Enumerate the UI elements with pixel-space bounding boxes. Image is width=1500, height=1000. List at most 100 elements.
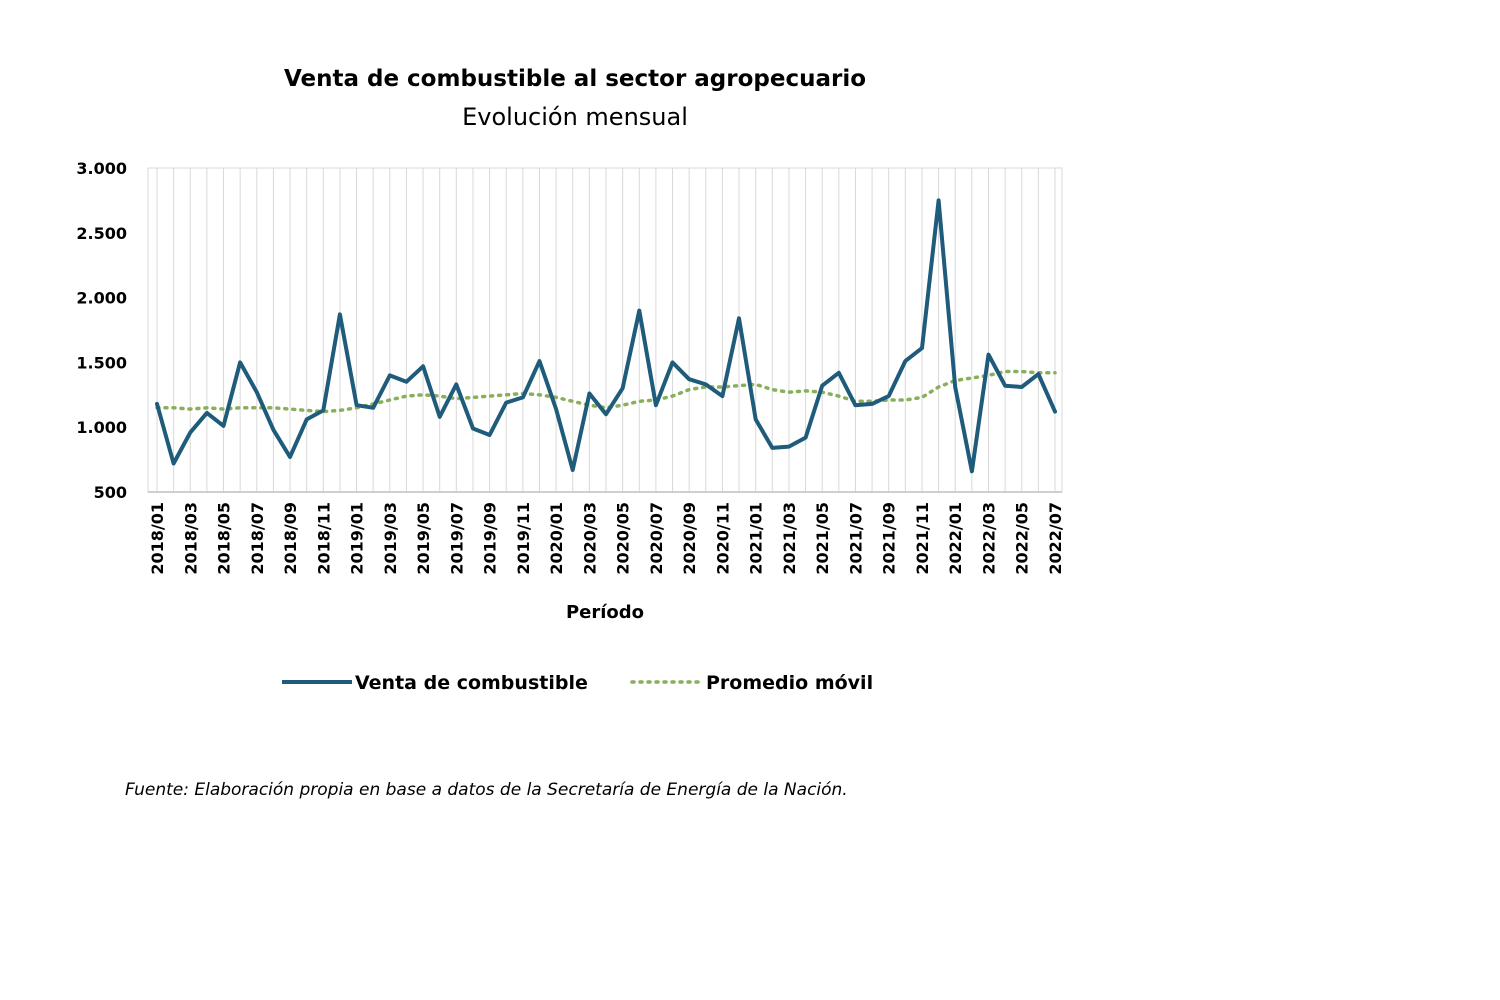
data-point-promedio — [439, 396, 440, 397]
x-tick-label: 2019/01 — [348, 502, 367, 575]
data-point-promedio — [456, 398, 457, 399]
y-tick-label: 1.500 — [76, 353, 127, 372]
x-tick-label: 2019/11 — [514, 502, 533, 575]
data-point-venta — [1005, 385, 1006, 386]
data-point-promedio — [1021, 371, 1022, 372]
x-tick-label: 2018/01 — [148, 502, 167, 575]
data-point-promedio — [489, 396, 490, 397]
data-point-promedio — [905, 399, 906, 400]
data-point-promedio — [389, 399, 390, 400]
data-point-promedio — [306, 410, 307, 411]
data-point-promedio — [206, 407, 207, 408]
data-point-venta — [622, 388, 623, 389]
x-tick-label: 2022/03 — [979, 502, 998, 575]
series-line-venta — [155, 198, 1057, 474]
data-point-venta — [173, 463, 174, 464]
y-tick-label: 3.000 — [76, 159, 127, 178]
data-point-promedio — [173, 407, 174, 408]
data-point-venta — [888, 396, 889, 397]
data-point-venta — [1021, 387, 1022, 388]
x-tick-label: 2021/03 — [780, 502, 799, 575]
x-axis-title: Período — [566, 602, 644, 623]
data-point-promedio — [506, 394, 507, 395]
data-point-promedio — [739, 385, 740, 386]
data-point-promedio — [622, 405, 623, 406]
x-tick-label: 2022/01 — [946, 502, 965, 575]
data-point-promedio — [606, 407, 607, 408]
data-point-venta — [389, 375, 390, 376]
data-point-venta — [373, 407, 374, 408]
data-point-venta — [206, 412, 207, 413]
x-tick-label: 2018/07 — [248, 502, 267, 575]
data-point-venta — [572, 469, 573, 470]
data-point-venta — [705, 384, 706, 385]
x-tick-label: 2022/07 — [1046, 502, 1065, 575]
x-tick-label: 2020/09 — [680, 502, 699, 575]
data-point-venta — [921, 348, 922, 349]
x-tick-label: 2021/07 — [846, 502, 865, 575]
data-point-venta — [988, 354, 989, 355]
x-axis: 2018/01 2018/03 2018/05 2018/07 2018/09 2018/… — [148, 502, 1065, 575]
data-point-venta — [456, 384, 457, 385]
data-point-venta — [439, 416, 440, 417]
data-point-promedio — [788, 392, 789, 393]
data-point-venta — [290, 457, 291, 458]
x-tick-label: 2018/03 — [181, 502, 200, 575]
x-tick-label: 2019/05 — [414, 502, 433, 575]
x-tick-label: 2018/09 — [281, 502, 300, 575]
chart-title: Venta de combustible al sector agropecua… — [284, 66, 866, 92]
x-tick-label: 2018/05 — [215, 502, 234, 575]
data-point-promedio — [240, 407, 241, 408]
data-point-promedio — [639, 401, 640, 402]
data-point-promedio — [406, 396, 407, 397]
data-point-venta — [739, 318, 740, 319]
data-point-venta — [589, 393, 590, 394]
x-tick-label: 2021/11 — [913, 502, 932, 575]
legend-label-venta: Venta de combustible — [355, 672, 588, 694]
data-point-venta — [655, 405, 656, 406]
data-point-venta — [938, 200, 939, 201]
x-tick-label: 2018/11 — [314, 502, 333, 575]
data-point-venta — [606, 414, 607, 415]
data-point-promedio — [190, 409, 191, 410]
data-point-promedio — [755, 384, 756, 385]
data-point-venta — [506, 402, 507, 403]
data-point-venta — [522, 397, 523, 398]
data-point-promedio — [290, 409, 291, 410]
data-point-promedio — [472, 397, 473, 398]
data-point-promedio — [556, 397, 557, 398]
legend: Venta de combustible Promedio móvil — [282, 672, 873, 694]
source-note: Fuente: Elaboración propia en base a dat… — [125, 780, 848, 800]
data-point-venta — [190, 432, 191, 433]
data-point-venta — [406, 381, 407, 382]
data-point-promedio — [339, 410, 340, 411]
data-point-venta — [672, 362, 673, 363]
data-point-venta — [1038, 374, 1039, 375]
x-tick-label: 2020/11 — [713, 502, 732, 575]
data-point-venta — [855, 405, 856, 406]
data-point-venta — [772, 447, 773, 448]
data-point-promedio — [838, 396, 839, 397]
x-tick-label: 2020/01 — [547, 502, 566, 575]
data-point-venta — [822, 385, 823, 386]
data-point-promedio — [988, 375, 989, 376]
data-point-venta — [639, 310, 640, 311]
data-point-promedio — [273, 407, 274, 408]
data-point-venta — [256, 392, 257, 393]
y-tick-label: 2.000 — [76, 289, 127, 308]
data-point-venta — [955, 387, 956, 388]
data-point-venta — [423, 366, 424, 367]
y-tick-label: 500 — [94, 483, 127, 502]
data-point-promedio — [256, 407, 257, 408]
data-point-venta — [472, 428, 473, 429]
x-tick-label: 2021/09 — [880, 502, 899, 575]
data-point-venta — [788, 446, 789, 447]
data-point-venta — [838, 372, 839, 373]
data-point-venta — [689, 379, 690, 380]
y-tick-label: 1.000 — [76, 418, 127, 437]
data-point-promedio — [1005, 371, 1006, 372]
data-point-venta — [872, 403, 873, 404]
data-point-promedio — [356, 407, 357, 408]
data-point-venta — [539, 361, 540, 362]
y-tick-label: 2.500 — [76, 224, 127, 243]
